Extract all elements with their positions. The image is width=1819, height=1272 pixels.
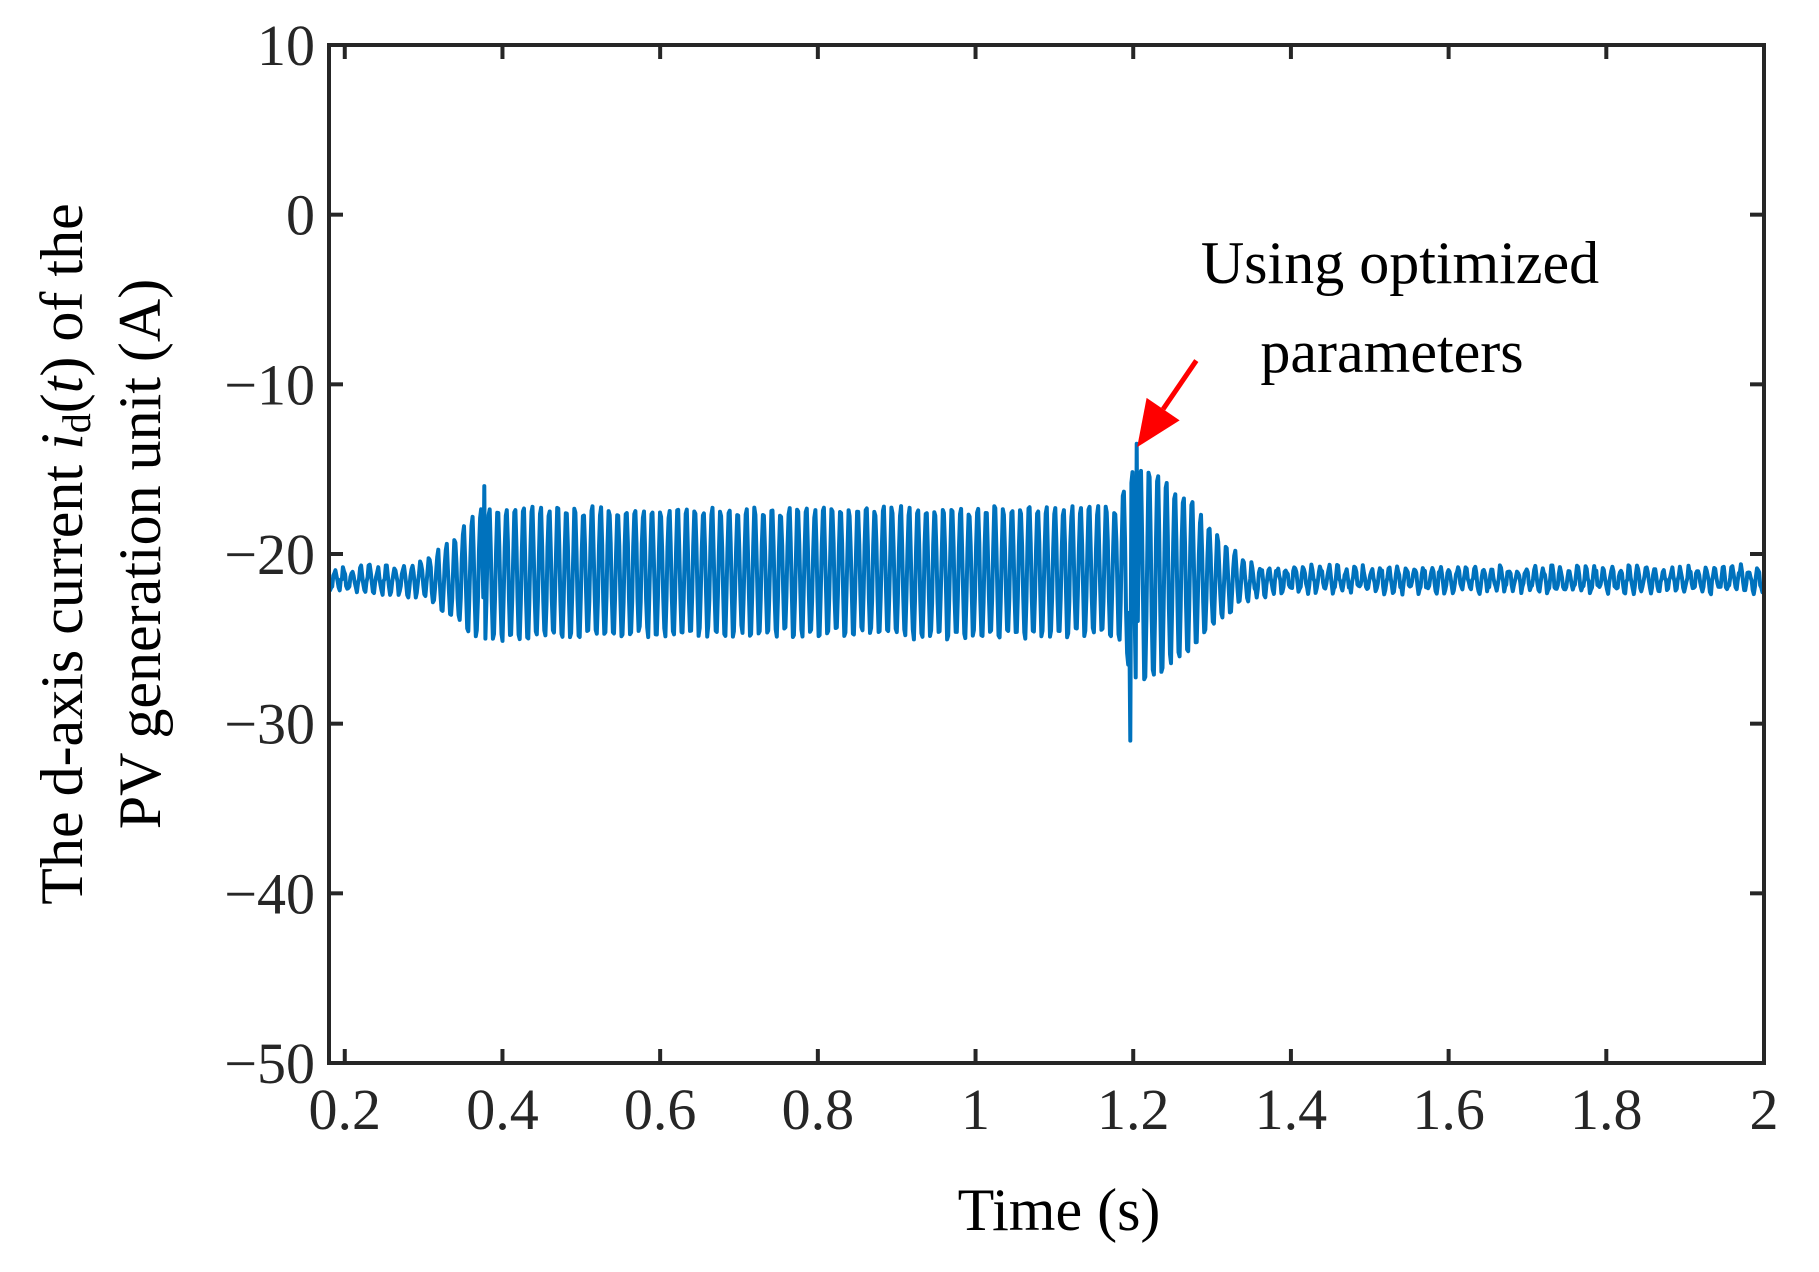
x-tick-label: 0.4 — [466, 1077, 539, 1142]
annotation-arrow-shaft — [1161, 359, 1199, 411]
y-tick-label: 0 — [286, 183, 315, 248]
y-tick-label: −30 — [224, 692, 315, 757]
x-axis-title: Time (s) — [958, 1177, 1161, 1243]
x-axis-ticks: 0.2 0.4 0.6 0.8 1 1.2 1.4 1.6 1.8 2 — [309, 45, 1779, 1142]
series-line-id — [329, 441, 1764, 743]
x-tick-label: 2 — [1750, 1077, 1779, 1142]
plot-clip-group — [329, 441, 1764, 743]
annotation-arrow-head — [1137, 397, 1180, 448]
y-axis-title-paren: ( — [29, 393, 95, 413]
annotation-line1: Using optimized — [1201, 230, 1599, 296]
x-tick-label: 1.6 — [1412, 1077, 1485, 1142]
x-tick-label: 0.2 — [309, 1077, 382, 1142]
annotation-arrow — [1137, 359, 1199, 448]
y-axis-title: The d-axis current id(t) of the PV gener… — [29, 203, 173, 904]
y-axis-title-subscript: d — [54, 413, 99, 433]
y-axis-title-var: i — [29, 433, 95, 450]
y-axis-title-suffix: ) of the — [29, 203, 95, 376]
annotation-line2: parameters — [1260, 319, 1523, 385]
x-tick-label: 0.8 — [782, 1077, 855, 1142]
y-tick-label: −50 — [224, 1031, 315, 1096]
y-axis-title-t: t — [29, 375, 95, 393]
y-tick-label: −40 — [224, 861, 315, 926]
x-tick-label: 1.2 — [1097, 1077, 1170, 1142]
y-axis-title-prefix: The d-axis current — [29, 450, 95, 905]
y-tick-label: 10 — [257, 13, 315, 78]
x-tick-label: 1 — [961, 1077, 990, 1142]
x-tick-label: 1.8 — [1570, 1077, 1643, 1142]
x-tick-label: 1.4 — [1255, 1077, 1328, 1142]
y-tick-label: −20 — [224, 522, 315, 587]
y-tick-label: −10 — [224, 352, 315, 417]
y-axis-title-line1: The d-axis current id(t) of the — [29, 203, 99, 904]
y-axis-title-line2: PV generation unit (A) — [107, 279, 173, 829]
x-tick-label: 0.6 — [624, 1077, 697, 1142]
y-axis-ticks: 10 0 −10 −20 −30 −40 −50 — [224, 13, 1764, 1096]
